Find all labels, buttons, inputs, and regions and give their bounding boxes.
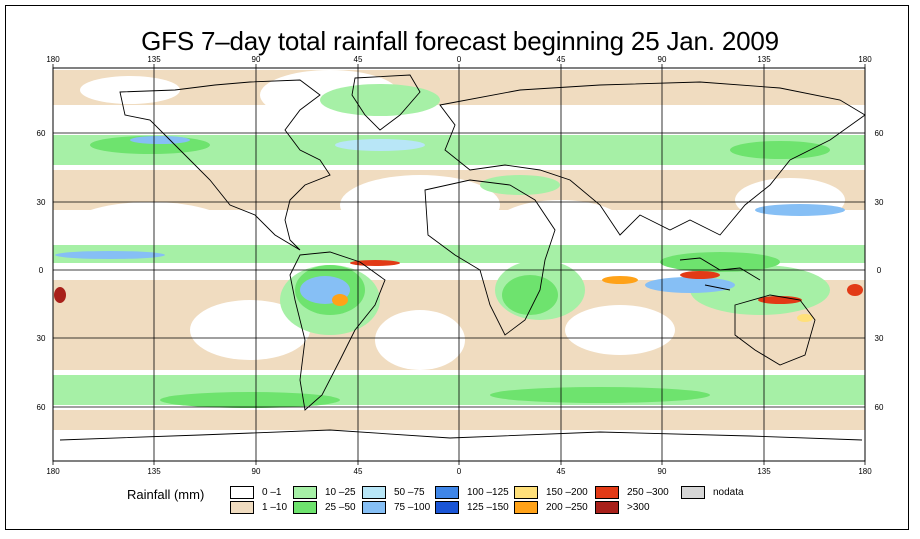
antarctica-outline (59, 429, 863, 441)
lon-label: 135 (147, 467, 161, 476)
legend-swatch (595, 486, 619, 499)
lat-label: 30 (37, 334, 46, 343)
legend-item: 125 –150 (435, 500, 509, 515)
legend-label: 0 –1 (262, 487, 282, 498)
legend-label: 150 –200 (546, 487, 588, 498)
lat-label: 0 (39, 266, 44, 275)
legend-label: 1 –10 (262, 502, 288, 513)
rainfall-heavy-areas (54, 260, 863, 322)
lat-label: 60 (37, 403, 46, 412)
legend-label: >300 (627, 502, 650, 513)
lat-label: 60 (875, 403, 884, 412)
legend-item: 1 –10 (230, 500, 287, 515)
lon-label: 180 (858, 55, 872, 64)
lon-label: 45 (354, 467, 363, 476)
legend-label: 125 –150 (467, 502, 509, 513)
legend-swatch (362, 501, 386, 514)
legend-item: 250 –300 (595, 485, 669, 500)
legend-swatch (230, 501, 254, 514)
continent-outlines (59, 74, 866, 441)
rainfall-0-1-areas (53, 70, 865, 460)
lat-labels-left: 60 30 0 30 60 (37, 129, 46, 412)
legend-item: 0 –1 (230, 485, 281, 500)
legend-label: nodata (713, 487, 744, 498)
legend-item: 50 –75 (362, 485, 425, 500)
lat-label: 30 (875, 334, 884, 343)
australia-outline (734, 294, 816, 366)
lat-label: 30 (37, 198, 46, 207)
legend-label: 100 –125 (467, 487, 509, 498)
legend-item: 10 –25 (293, 485, 356, 500)
legend-item: 200 –250 (514, 500, 588, 515)
legend-label: 75 –100 (394, 502, 431, 513)
legend-swatch (293, 486, 317, 499)
lon-label: 45 (557, 55, 566, 64)
lat-label: 30 (875, 198, 884, 207)
legend-swatch (230, 486, 254, 499)
legend-swatch (435, 486, 459, 499)
graticule-grid (53, 68, 865, 461)
lon-label: 45 (557, 467, 566, 476)
lon-label: 90 (658, 467, 667, 476)
legend-item: 150 –200 (514, 485, 588, 500)
legend-label: 50 –75 (394, 487, 425, 498)
lon-label: 135 (757, 55, 771, 64)
north-america-outline (119, 79, 331, 251)
legend-item: 75 –100 (362, 500, 430, 515)
lon-label: 90 (252, 467, 261, 476)
rainfall-50-100-areas (55, 136, 845, 304)
eurasia-outline (439, 81, 866, 236)
tick-marks (52, 64, 866, 465)
legend-label: 10 –25 (325, 487, 356, 498)
lon-labels-top: 180 135 90 45 0 45 90 135 180 (46, 55, 872, 64)
lat-label: 0 (877, 266, 882, 275)
legend-item: 25 –50 (293, 500, 356, 515)
lon-labels-bottom: 180 135 90 45 0 45 90 135 180 (46, 467, 872, 476)
lon-label: 135 (757, 467, 771, 476)
legend-label: 200 –250 (546, 502, 588, 513)
map-title: GFS 7–day total rainfall forecast beginn… (141, 26, 779, 56)
legend-swatch (514, 486, 538, 499)
lon-label: 180 (46, 55, 60, 64)
lon-label: 180 (858, 467, 872, 476)
lon-label: 90 (252, 55, 261, 64)
legend-label: 25 –50 (325, 502, 356, 513)
legend-swatch (362, 486, 386, 499)
lon-label: 0 (457, 55, 462, 64)
lon-label: 135 (147, 55, 161, 64)
lon-label: 180 (46, 467, 60, 476)
lat-label: 60 (875, 129, 884, 138)
legend-item: 100 –125 (435, 485, 509, 500)
south-america-outline (289, 251, 386, 411)
legend-item: >300 (595, 500, 650, 515)
legend-title: Rainfall (mm) (127, 487, 205, 502)
legend-item: nodata (681, 485, 744, 500)
legend-swatch (595, 501, 619, 514)
legend-swatch (514, 501, 538, 514)
lat-label: 60 (37, 129, 46, 138)
legend-swatch (435, 501, 459, 514)
lat-labels-right: 60 30 0 30 60 (875, 129, 884, 412)
legend-label: 250 –300 (627, 487, 669, 498)
greenland-outline (351, 74, 421, 131)
legend-swatch (681, 486, 705, 499)
lon-label: 0 (457, 467, 462, 476)
lon-label: 45 (354, 55, 363, 64)
lon-label: 90 (658, 55, 667, 64)
legend-swatch (293, 501, 317, 514)
figure-frame (5, 5, 909, 530)
